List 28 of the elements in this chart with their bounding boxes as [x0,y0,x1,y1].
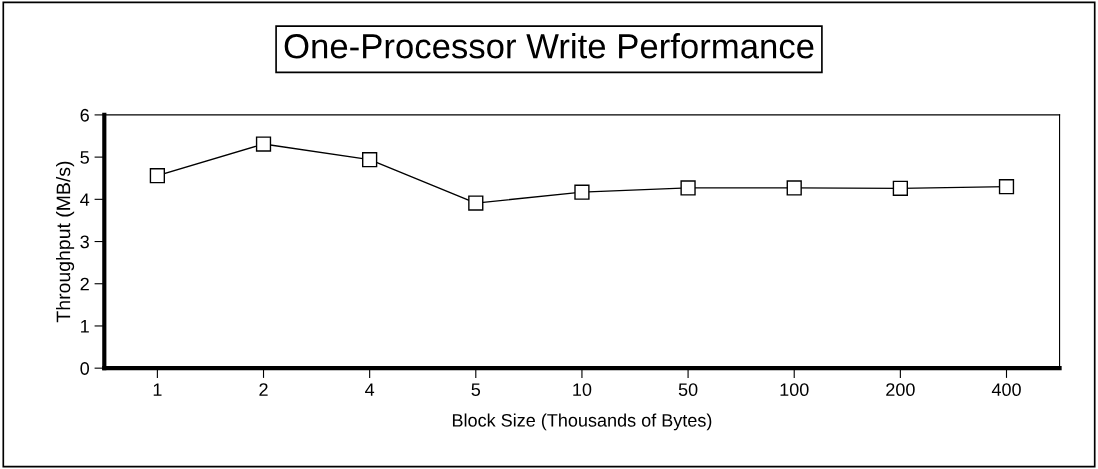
y-tick-label: 4 [80,193,90,206]
x-tick-label: 400 [991,383,1021,397]
y-axis-title: Throughput (MB/s) [56,161,75,323]
x-tick-label: 10 [573,383,592,397]
y-tick-label: 1 [81,320,89,333]
x-tick-label: 100 [780,383,809,397]
x-tick-label: 2 [259,383,268,396]
point [574,184,590,200]
point [255,136,272,152]
x-tick-label: 200 [886,383,915,397]
y-tick-label: 5 [80,151,89,164]
x-tick-label: 4 [365,383,375,396]
y-tick-label: 3 [80,235,89,249]
point [680,180,696,196]
point [149,168,166,184]
x-axis-title: Block Size (Thousands of Bytes) [452,413,712,431]
y-tick-label: 6 [80,108,89,122]
y-tick-label: 2 [80,277,89,291]
chart-title: One-Processor Write Performance [284,33,814,59]
x-tick-label: 1 [153,383,162,396]
y-tick-label: 0 [80,362,90,375]
point [998,179,1015,195]
point [468,195,484,211]
point [892,180,908,196]
x-tick-label: 50 [678,383,698,397]
x-tick-label: 5 [471,383,481,397]
point [362,152,378,168]
point [786,180,802,196]
